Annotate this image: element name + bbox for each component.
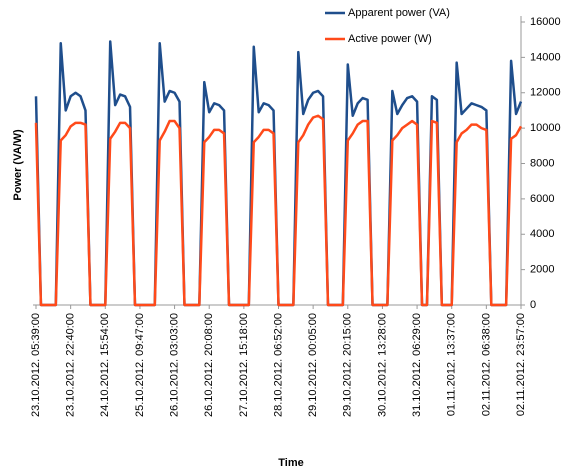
y-tick-label: 6000: [530, 193, 554, 205]
x-tick-label: 28.10.2012. 06:52:00: [272, 313, 284, 417]
x-tick-label: 31.10.2012. 06:29:00: [411, 313, 423, 417]
series-line: [34, 114, 523, 307]
x-tick-label: 29.10.2012. 20:15:00: [342, 313, 354, 417]
x-tick-label: 02.11.2012. 23:57:00: [515, 313, 527, 416]
x-tick-label: 01.11.2012. 13:37:00: [446, 313, 458, 416]
y-tick-label: 2000: [530, 264, 554, 276]
y-axis-title: Power (VA/W): [12, 129, 24, 201]
y-tick-label: 12000: [530, 87, 561, 99]
legend-label: Apparent power (VA): [348, 7, 450, 19]
x-tick-label: 27.10.2012. 15:18:00: [238, 313, 250, 417]
x-tick-label: 30.10.2012. 13:28:00: [376, 313, 388, 417]
x-tick-label: 23.10.2012. 05:39:00: [30, 313, 42, 417]
x-tick-label: 24.10.2012. 15:54:00: [99, 313, 111, 417]
y-tick-label: 4000: [530, 228, 554, 240]
y-tick-label: 8000: [530, 157, 554, 169]
x-tick-label: 02.11.2012. 06:38:00: [480, 313, 492, 416]
x-tick-label: 25.10.2012. 09:47:00: [134, 313, 146, 417]
x-tick-label: 23.10.2012. 22:40:00: [65, 313, 77, 417]
y-tick-label: 16000: [530, 16, 561, 28]
legend-label: Active power (W): [348, 33, 432, 45]
y-tick-label: 10000: [530, 122, 561, 134]
y-tick-label: 14000: [530, 51, 561, 63]
x-tick-label: 29.10.2012. 00:05:00: [307, 313, 319, 417]
x-tick-label: 26.10.2012. 03:03:00: [168, 313, 180, 417]
x-axis-title: Time: [278, 457, 303, 469]
y-tick-label: 0: [530, 299, 536, 311]
x-tick-label: 26.10.2012. 20:08:00: [203, 313, 215, 417]
